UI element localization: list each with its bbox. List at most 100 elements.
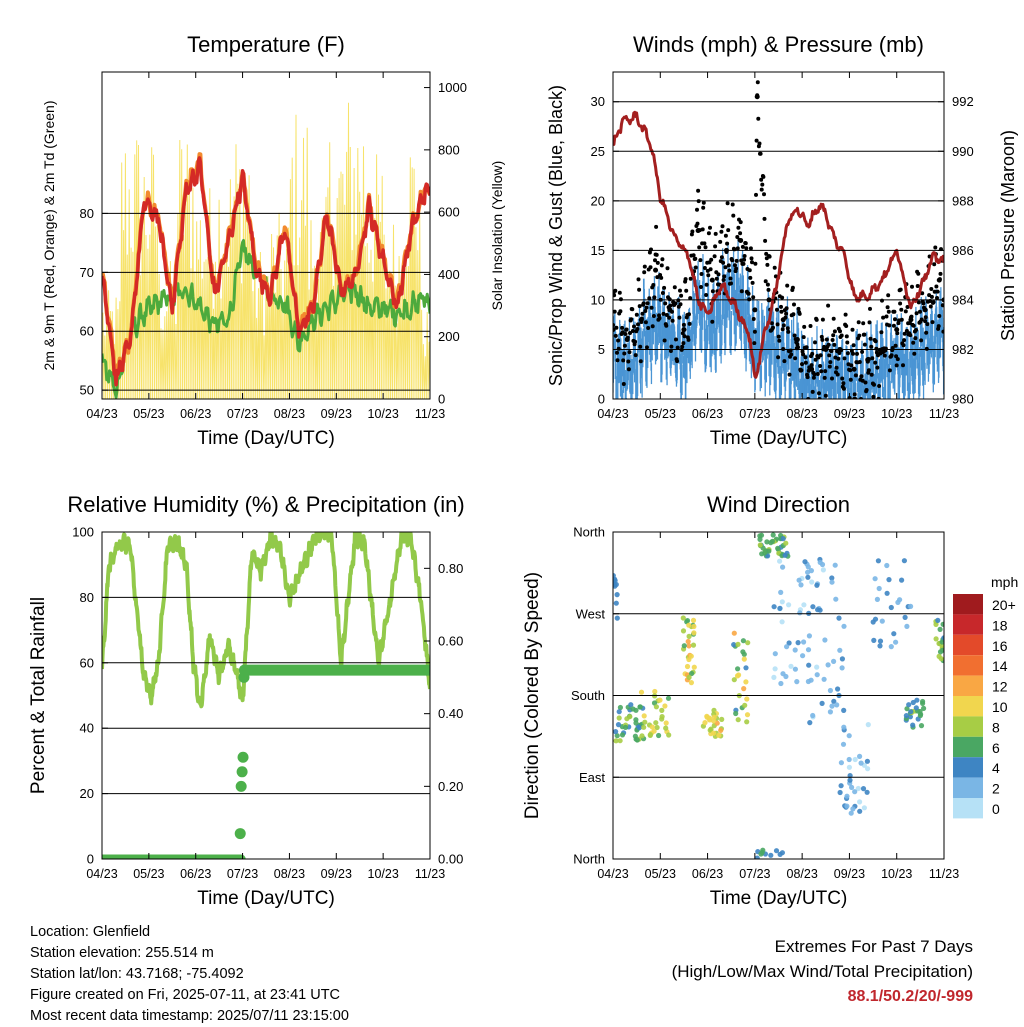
gust-point [742,254,747,258]
gust-point [684,288,689,293]
precip-point [238,664,250,676]
gust-point [618,309,623,314]
gust-point [895,357,900,362]
solar-spike [146,248,150,399]
y-tick-label: 5 [598,342,605,357]
solar-spike [257,288,260,399]
direction-point [691,630,697,636]
gust-point [678,288,682,293]
precip-point [235,780,247,792]
gust-point [659,263,664,268]
speed-legend: mph 20+ 18 16 14 12 10 8 6 4 2 0 [953,574,1018,819]
gust-point [832,329,837,334]
gust-point [818,353,823,358]
gust-point [716,272,721,277]
direction-point [778,680,784,687]
gust-point [792,333,797,338]
gust-point [780,317,786,323]
direction-point [647,732,654,738]
direction-point [807,720,813,726]
gust-point [743,241,748,246]
legend-label: 8 [992,719,1000,735]
gust-point [761,174,766,179]
gust-point [688,296,693,301]
gust-point [623,332,628,336]
direction-point [786,602,792,608]
direction-point [614,615,620,621]
y2-tick-label: 400 [438,267,460,282]
gust-point [693,256,698,261]
direction-point [798,582,804,588]
extremes-values: 88.1/50.2/20/-999 [847,988,973,1005]
direction-point [638,689,645,695]
gust-point [918,309,922,314]
gust-point [617,290,622,295]
direction-point [918,723,925,729]
legend-swatch [953,777,983,798]
direction-point [806,633,813,639]
gust-point [916,271,921,276]
direction-point [775,545,781,552]
x-tick-label: 05/23 [133,867,164,881]
solar-spike [345,151,348,399]
direction-point [770,532,776,538]
gust-point [767,254,772,259]
solar-spike [296,265,300,399]
direction-point [777,605,783,612]
gust-point [905,305,910,309]
gust-point [728,276,733,281]
extremes-subheading: (High/Low/Max Wind/Total Precipitation) [671,962,973,981]
gust-point [668,349,673,353]
solar-spike [318,231,322,399]
gust-point [644,305,649,310]
solar-spike [388,270,392,399]
gust-point [649,247,653,252]
gust-point [672,285,677,290]
x-tick-label: 09/23 [834,407,865,421]
plot-area [613,80,944,399]
gust-point [852,392,857,397]
gust-point [771,325,775,330]
solar-spike [229,179,232,399]
direction-point [649,724,655,730]
gust-point [894,363,899,368]
direction-point [834,702,840,708]
gust-point [780,295,785,300]
gust-point [653,267,659,273]
direction-point [814,664,820,670]
gust-point [809,363,814,368]
solar-spike [157,273,161,399]
gust-point [646,326,651,330]
legend-swatch [953,757,983,778]
gust-point [681,322,686,327]
gust-point [894,327,900,333]
y2-tick-label: 980 [952,392,974,407]
gust-point [686,337,691,342]
gust-point [779,309,784,314]
direction-point [814,672,820,678]
solar-spike [416,250,420,399]
gust-point [772,265,777,270]
direction-point [884,562,890,569]
gust-point [697,245,702,250]
gust-point [880,298,884,303]
gust-point [868,336,873,341]
direction-point [614,733,620,739]
solar-spike [412,168,416,399]
x-tick-label: 06/23 [692,407,723,421]
direction-point [897,597,903,603]
x-tick-label: 09/23 [321,867,352,881]
gust-point [934,284,939,289]
solar-spike [185,144,189,399]
gust-point [748,246,753,251]
gust-point [941,329,944,334]
direction-point [633,717,639,723]
gust-point [849,363,854,368]
direction-point [792,666,799,672]
solar-spike [397,255,401,399]
gust-point [885,305,890,310]
gust-point [929,287,934,291]
direction-point [613,573,616,579]
precip-point [236,766,248,778]
gust-point [841,386,846,391]
